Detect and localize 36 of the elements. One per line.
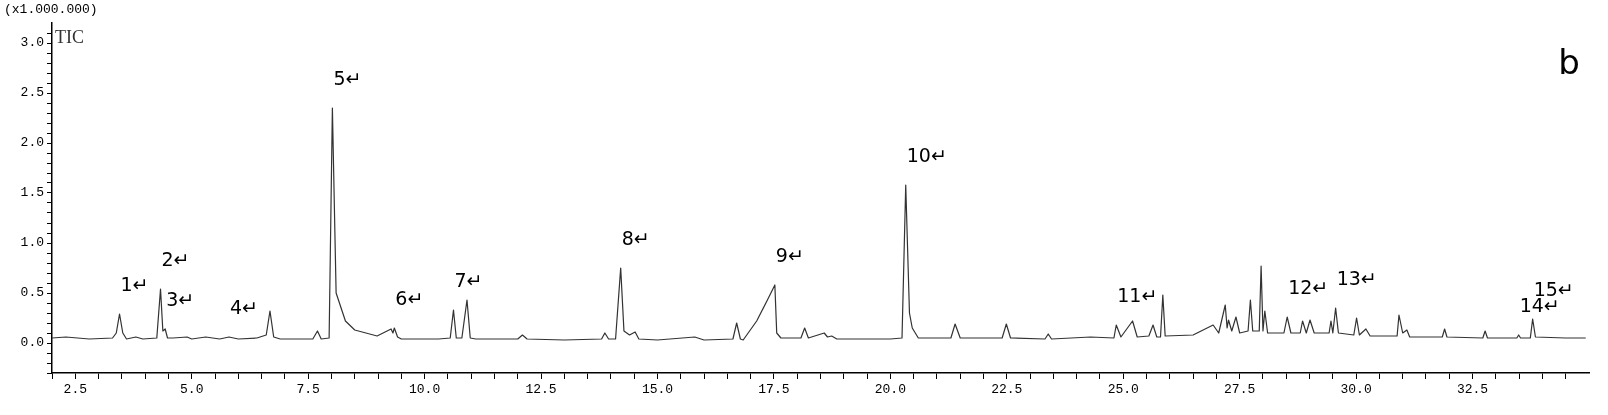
- x-tick-label: 10.0: [409, 382, 441, 398]
- annotation: 9↵: [775, 244, 804, 267]
- y-tick-label: 3.0: [20, 35, 44, 51]
- x-tick-label: 5.0: [180, 382, 204, 398]
- text: TIC: [55, 26, 84, 47]
- x-tick-label: 22.5: [991, 382, 1023, 398]
- y-tick-label: 1.0: [20, 235, 44, 251]
- text: b: [1558, 41, 1580, 82]
- x-tick-label: 30.0: [1340, 382, 1372, 398]
- x-tick-label: 25.0: [1107, 382, 1139, 398]
- annotation: 2↵: [161, 248, 190, 271]
- x-tick-label: 15.0: [641, 382, 674, 398]
- x-tick-label: 7.5: [296, 382, 320, 398]
- x-tick-label: 20.0: [874, 382, 906, 398]
- x-tick-label: 12.5: [525, 382, 557, 398]
- annotation: 3↵: [166, 288, 195, 311]
- x-tick-label: 17.5: [758, 382, 790, 398]
- annotation: 6↵: [395, 287, 424, 310]
- annotation: 10↵: [906, 144, 947, 167]
- y-axis-title: (x1.000.000): [4, 1, 98, 17]
- y-tick-label: 2.5: [20, 85, 44, 101]
- annotation: 12↵: [1288, 276, 1329, 299]
- y-tick-label: 1.5: [20, 185, 44, 201]
- annotation: 5↵: [333, 67, 362, 90]
- x-tick-label: 27.5: [1224, 382, 1256, 398]
- annotation: 4↵: [229, 296, 258, 319]
- x-tick-label: 32.5: [1456, 382, 1489, 398]
- y-tick-label: 0.0: [20, 335, 44, 351]
- y-tick-label: 2.0: [20, 135, 44, 151]
- annotation: 11↵: [1117, 284, 1158, 307]
- annotation: 7↵: [454, 269, 483, 292]
- annotation: 13↵: [1336, 267, 1377, 290]
- annotation: 1↵: [120, 273, 149, 296]
- x-tick-label: 2.5: [63, 382, 87, 398]
- annotation: 8↵: [621, 227, 650, 250]
- y-tick-label: 0.5: [20, 285, 44, 301]
